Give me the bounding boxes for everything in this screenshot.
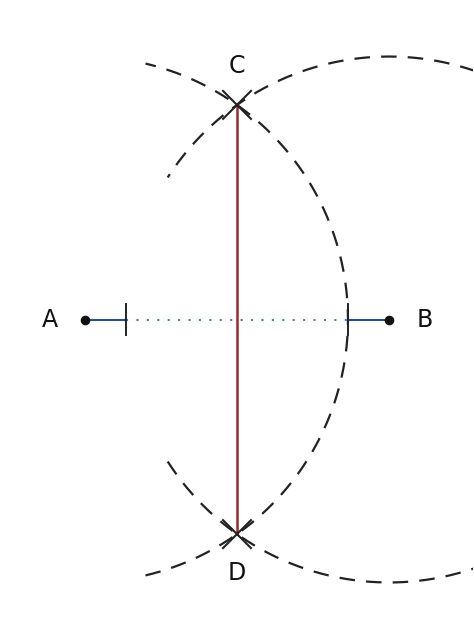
- Text: C: C: [229, 54, 245, 77]
- Text: B: B: [416, 307, 433, 332]
- Point: [385, 314, 393, 325]
- Point: [81, 314, 89, 325]
- Text: D: D: [228, 562, 246, 585]
- Text: A: A: [42, 307, 58, 332]
